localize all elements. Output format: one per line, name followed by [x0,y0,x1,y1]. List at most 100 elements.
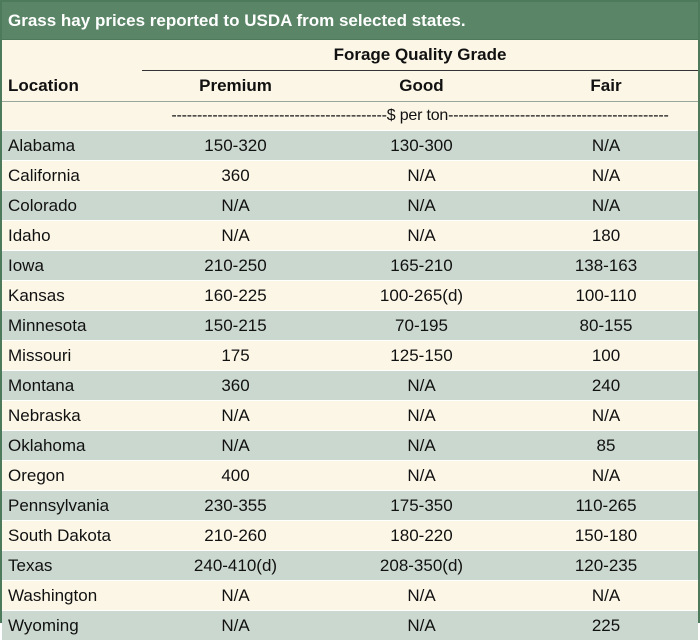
location-cell: Alabama [2,131,142,161]
location-cell: Oklahoma [2,431,142,461]
premium-price-cell: 230-355 [142,491,329,521]
hay-price-table: Forage Quality Grade Location Premium Go… [2,40,698,640]
fair-price-cell: 100 [514,341,698,371]
location-cell: California [2,161,142,191]
premium-price-cell: N/A [142,221,329,251]
fair-price-cell: 100-110 [514,281,698,311]
good-price-cell: 180-220 [329,521,514,551]
premium-column-header: Premium [142,71,329,102]
column-header-row: Location Premium Good Fair [2,71,698,102]
table-title: Grass hay prices reported to USDA from s… [2,2,698,40]
location-cell: Missouri [2,341,142,371]
premium-price-cell: N/A [142,611,329,640]
good-price-cell: N/A [329,161,514,191]
location-cell: Washington [2,581,142,611]
premium-price-cell: 400 [142,461,329,491]
good-price-cell: N/A [329,461,514,491]
group-header-blank [2,40,142,71]
good-price-cell: N/A [329,371,514,401]
fair-price-cell: 150-180 [514,521,698,551]
good-price-cell: 175-350 [329,491,514,521]
fair-price-cell: 138-163 [514,251,698,281]
good-price-cell: N/A [329,221,514,251]
fair-price-cell: 80-155 [514,311,698,341]
fair-price-cell: 85 [514,431,698,461]
good-price-cell: 125-150 [329,341,514,371]
fair-price-cell: 225 [514,611,698,640]
good-price-cell: N/A [329,581,514,611]
location-cell: Texas [2,551,142,581]
premium-price-cell: 210-260 [142,521,329,551]
fair-price-cell: N/A [514,401,698,431]
premium-price-cell: 240-410(d) [142,551,329,581]
location-column-header: Location [2,71,142,102]
location-cell: Minnesota [2,311,142,341]
forage-quality-grade-header: Forage Quality Grade [142,40,698,71]
location-cell: Colorado [2,191,142,221]
location-cell: South Dakota [2,521,142,551]
good-price-cell: 208-350(d) [329,551,514,581]
premium-price-cell: N/A [142,431,329,461]
location-cell: Montana [2,371,142,401]
good-column-header: Good [329,71,514,102]
premium-price-cell: 150-215 [142,311,329,341]
premium-price-cell: 210-250 [142,251,329,281]
fair-price-cell: N/A [514,461,698,491]
hay-price-table-frame: Grass hay prices reported to USDA from s… [0,0,700,623]
good-price-cell: N/A [329,431,514,461]
fair-price-cell: N/A [514,191,698,221]
premium-price-cell: 175 [142,341,329,371]
fair-price-cell: 240 [514,371,698,401]
location-cell: Nebraska [2,401,142,431]
location-cell: Pennsylvania [2,491,142,521]
fair-price-cell: N/A [514,581,698,611]
fair-price-cell: N/A [514,161,698,191]
fair-price-cell: 120-235 [514,551,698,581]
fair-price-cell: 180 [514,221,698,251]
premium-price-cell: 360 [142,161,329,191]
units-label: ----------------------------------------… [142,102,698,131]
units-blank [2,102,142,131]
premium-price-cell: N/A [142,191,329,221]
location-cell: Oregon [2,461,142,491]
premium-price-cell: N/A [142,401,329,431]
good-price-cell: 130-300 [329,131,514,161]
premium-price-cell: 160-225 [142,281,329,311]
good-price-cell: 100-265(d) [329,281,514,311]
good-price-cell: N/A [329,401,514,431]
good-price-cell: N/A [329,191,514,221]
location-cell: Kansas [2,281,142,311]
premium-price-cell: N/A [142,581,329,611]
good-price-cell: 70-195 [329,311,514,341]
premium-price-cell: 150-320 [142,131,329,161]
fair-price-cell: 110-265 [514,491,698,521]
good-price-cell: 165-210 [329,251,514,281]
units-row: ----------------------------------------… [2,102,698,131]
location-cell: Iowa [2,251,142,281]
fair-column-header: Fair [514,71,698,102]
group-header-row: Forage Quality Grade [2,40,698,71]
location-cell: Idaho [2,221,142,251]
location-cell: Wyoming [2,611,142,640]
fair-price-cell: N/A [514,131,698,161]
good-price-cell: N/A [329,611,514,640]
premium-price-cell: 360 [142,371,329,401]
